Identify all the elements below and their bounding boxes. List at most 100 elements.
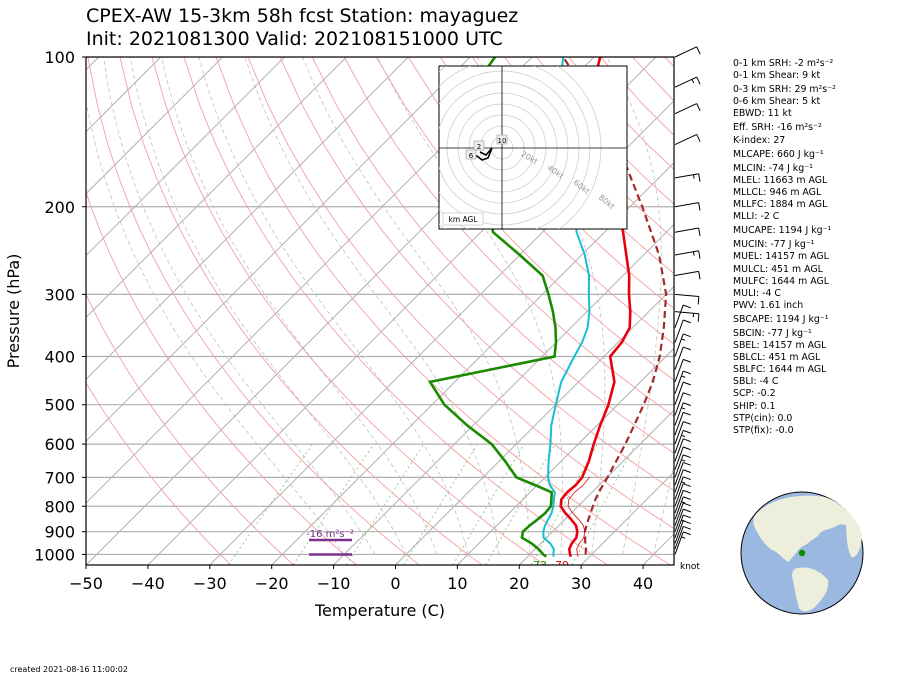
stat-line: 0-3 km SRH: 29 m²s⁻² [733,84,836,96]
moist-adiabat [302,57,531,555]
moist-adiabat [653,464,674,555]
globe-south-america [792,567,829,612]
created-timestamp: created 2021-08-16 11:00:02 [10,665,128,674]
isotherm [86,57,285,257]
wind-barb [674,411,691,436]
wind-barb [674,525,691,550]
dry-adiabat [247,57,674,530]
stat-line: SBEL: 14157 m AGL [733,340,827,352]
stat-line: STP(cin): 0.0 [733,412,793,424]
wind-barb [674,370,691,394]
wind-barb [674,319,691,343]
stat-line: MULI: -4 C [733,287,781,299]
hodograph-trace [469,147,493,161]
globe-north-america [753,495,860,562]
dry-adiabat [86,381,232,565]
stat-line: SCP: -0.2 [733,388,776,400]
wind-barb [674,358,691,383]
x-tick-label: 20 [509,574,529,593]
moist-adiabat [377,57,563,555]
stat-line: MUCIN: -77 J kg⁻¹ [733,239,815,251]
wind-barb [674,483,691,507]
wind-barb [674,333,691,357]
isotherm [86,57,162,133]
chart-subtitle: Init: 2021081300 Valid: 202108151000 UTC [86,28,503,50]
mixing-ratio-line [345,443,425,565]
dry-adiabat [343,57,674,417]
stat-line: MLEL: 11663 m AGL [733,174,828,186]
parcel-line [562,57,668,555]
isotherm [271,161,674,565]
stat-line: MLLFC: 1884 m AGL [733,199,828,211]
y-tick-label: 700 [44,468,75,487]
dry-adiabat [86,293,295,565]
moist-adiabat [129,57,407,555]
stat-line: SBLI: -4 C [733,376,779,388]
wind-barbs: knot [674,46,701,572]
isotherm [457,347,674,565]
globe-africa-edge [846,519,862,558]
x-tick-label: 40 [633,574,653,593]
stat-line: 0-6 km Shear: 5 kt [733,96,821,108]
stat-line: SHIP: 0.1 [733,400,776,412]
wind-barb [674,520,691,544]
srh-label: -16 m²s⁻² [306,529,354,540]
wind-barb [674,438,691,462]
dry-adiabat [407,57,674,345]
isotherm [580,471,674,565]
dry-adiabat [183,57,608,565]
x-tick-label: −50 [69,574,103,593]
y-tick-label: 500 [44,396,75,415]
dry-adiabat [439,57,674,310]
y-tick-label: 1000 [34,545,75,564]
x-tick-label: −10 [317,574,351,593]
wind-barb [674,469,691,493]
moist-adiabat [161,57,438,555]
y-tick-label: 200 [44,198,75,217]
wind-barb [674,381,691,405]
wind-barb [674,531,691,555]
wind-barb [674,454,691,478]
moist-adiabat [198,57,469,555]
stat-line: 0-1 km SRH: -2 m²s⁻² [733,58,834,69]
stat-line: Eff. SRH: -16 m²s⁻² [733,122,822,134]
station-marker [798,549,806,557]
wind-barb [674,173,701,182]
wind-barb [674,476,691,500]
stat-line: SBCIN: -77 J kg⁻¹ [733,327,812,339]
moist-adiabat [606,57,662,555]
mixing-ratio-line [571,443,636,565]
dry-adiabat [151,57,546,565]
y-axis-label: Pressure (hPa) [4,254,23,369]
wind-units-label: knot [680,562,700,572]
wind-barb [674,446,691,470]
x-tick-label: −20 [255,574,289,593]
dry-adiabat [86,190,357,565]
wind-barb [674,227,701,236]
wind-barb [674,508,691,532]
x-tick-label: 10 [447,574,467,593]
y-tick-label: 400 [44,348,75,367]
stat-line: MLCIN: -74 J kg⁻¹ [733,162,813,174]
stat-line: SBLCL: 451 m AGL [733,352,821,364]
dry-adiabat [119,57,483,565]
dry-adiabat [215,57,671,565]
hodograph-height-label: 10 [498,137,507,145]
stat-line: MULFC: 1644 m AGL [733,275,829,287]
virtual-temperature-line [567,477,590,557]
dry-adiabat [311,57,674,454]
isotherm [86,57,223,195]
dry-adiabat [375,57,674,381]
y-tick-label: 100 [44,48,75,67]
stat-line: MLLCL: 946 m AGL [733,186,822,198]
wind-barb [674,293,700,305]
wind-barb [674,496,691,520]
plot-frame [85,56,675,566]
wind-barb [674,103,701,115]
hodograph-height-label: 6 [469,152,474,160]
wind-barb [674,76,701,88]
stat-line: MLCAPE: 660 J kg⁻¹ [733,148,824,160]
